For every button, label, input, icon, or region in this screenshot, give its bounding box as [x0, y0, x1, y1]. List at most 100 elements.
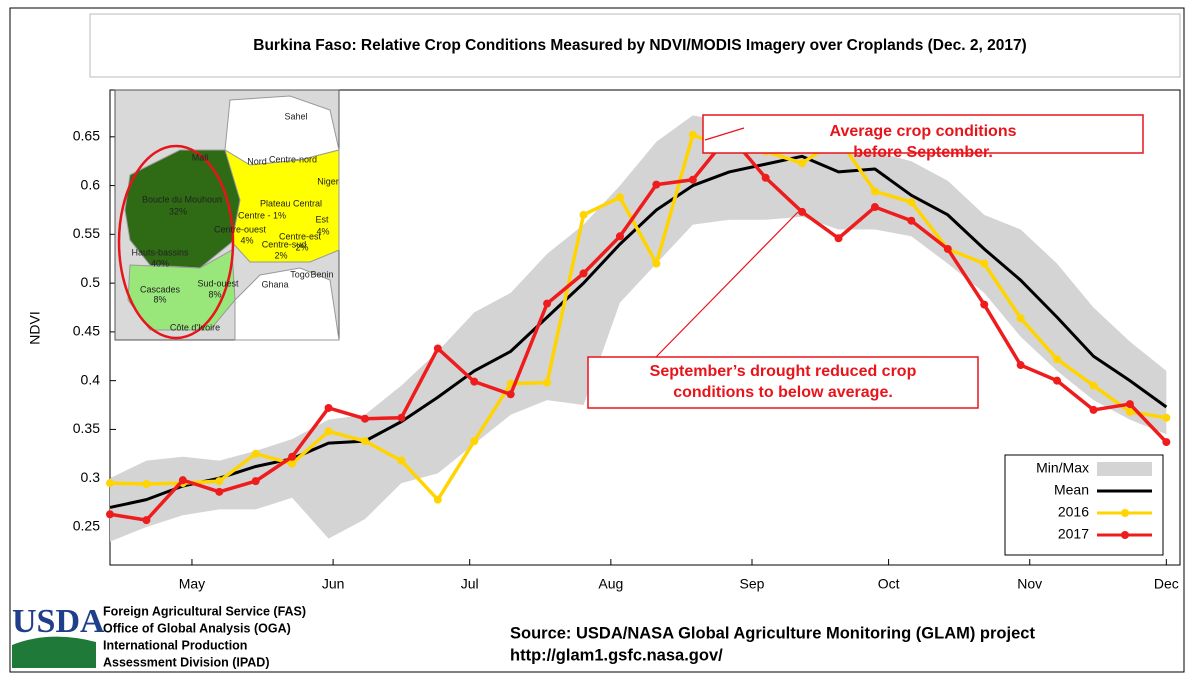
series-point	[1125, 407, 1134, 416]
series-point	[1162, 413, 1171, 422]
series-point	[798, 159, 807, 168]
annotation-arrow	[704, 127, 745, 141]
agency-line: Foreign Agricultural Service (FAS)	[103, 604, 306, 618]
map-label: 32%	[169, 206, 187, 216]
series-point	[288, 452, 297, 461]
series-point	[397, 413, 406, 422]
map-region	[234, 267, 340, 341]
series-point	[688, 175, 697, 184]
annotation-box	[702, 114, 1144, 154]
series-point	[652, 180, 661, 189]
annotation: September’s drought reduced crop	[650, 363, 917, 380]
series-point	[943, 244, 952, 253]
map-label: Côte d'Ivoire	[170, 322, 220, 332]
map-label: Centre-est	[279, 231, 322, 241]
map-label: Cascades	[140, 284, 181, 294]
series-point	[1053, 355, 1062, 364]
series-point	[324, 427, 333, 436]
series-point	[1089, 381, 1098, 390]
legend-label: Min/Max	[1036, 460, 1089, 476]
y-tick-label: 0.3	[81, 469, 101, 485]
legend-swatch	[1097, 462, 1152, 476]
map-label: 2%	[274, 250, 287, 260]
footer: USDA Source: USDA/NASA Global Agricultur…	[12, 603, 1035, 669]
source: Source: USDA/NASA Global Agriculture Mon…	[510, 624, 1035, 642]
series-point	[761, 173, 770, 182]
map-label: Hauts-bassins	[131, 247, 189, 257]
map-label: Benin	[310, 269, 333, 279]
map-label: 2%	[295, 242, 308, 252]
y-axis-label: NDVI	[27, 311, 43, 344]
annotation: Average crop conditions	[830, 123, 1017, 140]
title-box	[89, 13, 1181, 78]
source-url: http://glam1.gsfc.nasa.gov/	[510, 646, 723, 664]
map-label: Centre-ouest	[214, 224, 267, 234]
annotation-box	[587, 356, 979, 409]
map-label: Nord	[247, 156, 267, 166]
series-point	[251, 477, 260, 486]
map-label: 4%	[240, 235, 253, 245]
series-point	[579, 269, 588, 278]
series-point	[688, 130, 697, 139]
y-tick-label: 0.65	[73, 128, 100, 144]
agency-line: Assessment Division (IPAD)	[103, 655, 269, 669]
legend-marker	[1121, 531, 1129, 539]
map-region	[124, 149, 241, 269]
map-highlight	[117, 144, 235, 340]
legend-label: Mean	[1054, 482, 1089, 498]
series-point	[106, 510, 114, 519]
y-tick-label: 0.55	[73, 225, 100, 241]
y-tick-label: 0.4	[81, 371, 101, 387]
series-point	[1089, 405, 1098, 414]
series-point	[215, 477, 224, 486]
series-line	[109, 133, 1168, 522]
series-point	[1016, 314, 1025, 323]
agency-line: Office of Global Analysis (OGA)	[103, 621, 291, 635]
series-point	[324, 403, 333, 412]
map-label: Plateau Central	[260, 198, 322, 208]
series-point	[579, 210, 588, 219]
series-point	[360, 414, 369, 423]
annotation: conditions to below average.	[673, 384, 893, 401]
series-point	[1016, 361, 1025, 370]
legend-label: 2016	[1058, 504, 1089, 520]
map-label: Centre-sud	[262, 239, 307, 249]
series-point	[360, 437, 369, 446]
series-point	[397, 456, 406, 465]
series-point	[178, 476, 187, 485]
x-tick-label: Aug	[598, 576, 623, 592]
series-point	[470, 377, 479, 386]
series-point	[142, 480, 151, 489]
series-point	[907, 216, 916, 225]
series-point	[798, 207, 807, 216]
series-point	[980, 300, 989, 309]
map-region	[224, 149, 340, 263]
map-label: Centre-nord	[269, 154, 317, 164]
series-point	[907, 198, 916, 207]
map-label: Est	[315, 214, 329, 224]
agency-line: International Production	[103, 638, 247, 652]
series-point	[652, 259, 661, 268]
map-label: 8%	[208, 289, 221, 299]
legend-label: 2017	[1058, 526, 1089, 542]
map-label: 4%	[316, 226, 329, 236]
series-point	[251, 449, 260, 458]
y-tick-label: 0.25	[73, 518, 100, 534]
x-tick-label: May	[179, 576, 205, 592]
series-point	[433, 495, 442, 504]
series-point	[1053, 376, 1062, 385]
annotation: before September.	[853, 144, 993, 161]
map-label: Boucle du Mouhoun	[142, 194, 222, 204]
series-point	[470, 437, 479, 446]
series-point	[543, 378, 552, 387]
series-point	[506, 390, 515, 399]
logo: USDA	[12, 603, 105, 640]
map-label: Sahel	[284, 111, 307, 121]
map-label: Centre - 1%	[238, 210, 286, 220]
map-label: Togo	[290, 269, 310, 279]
series-point	[142, 516, 151, 525]
series-point	[106, 479, 114, 488]
map-label: 8%	[153, 294, 166, 304]
series-point	[870, 187, 879, 196]
y-tick-label: 0.35	[73, 420, 100, 436]
